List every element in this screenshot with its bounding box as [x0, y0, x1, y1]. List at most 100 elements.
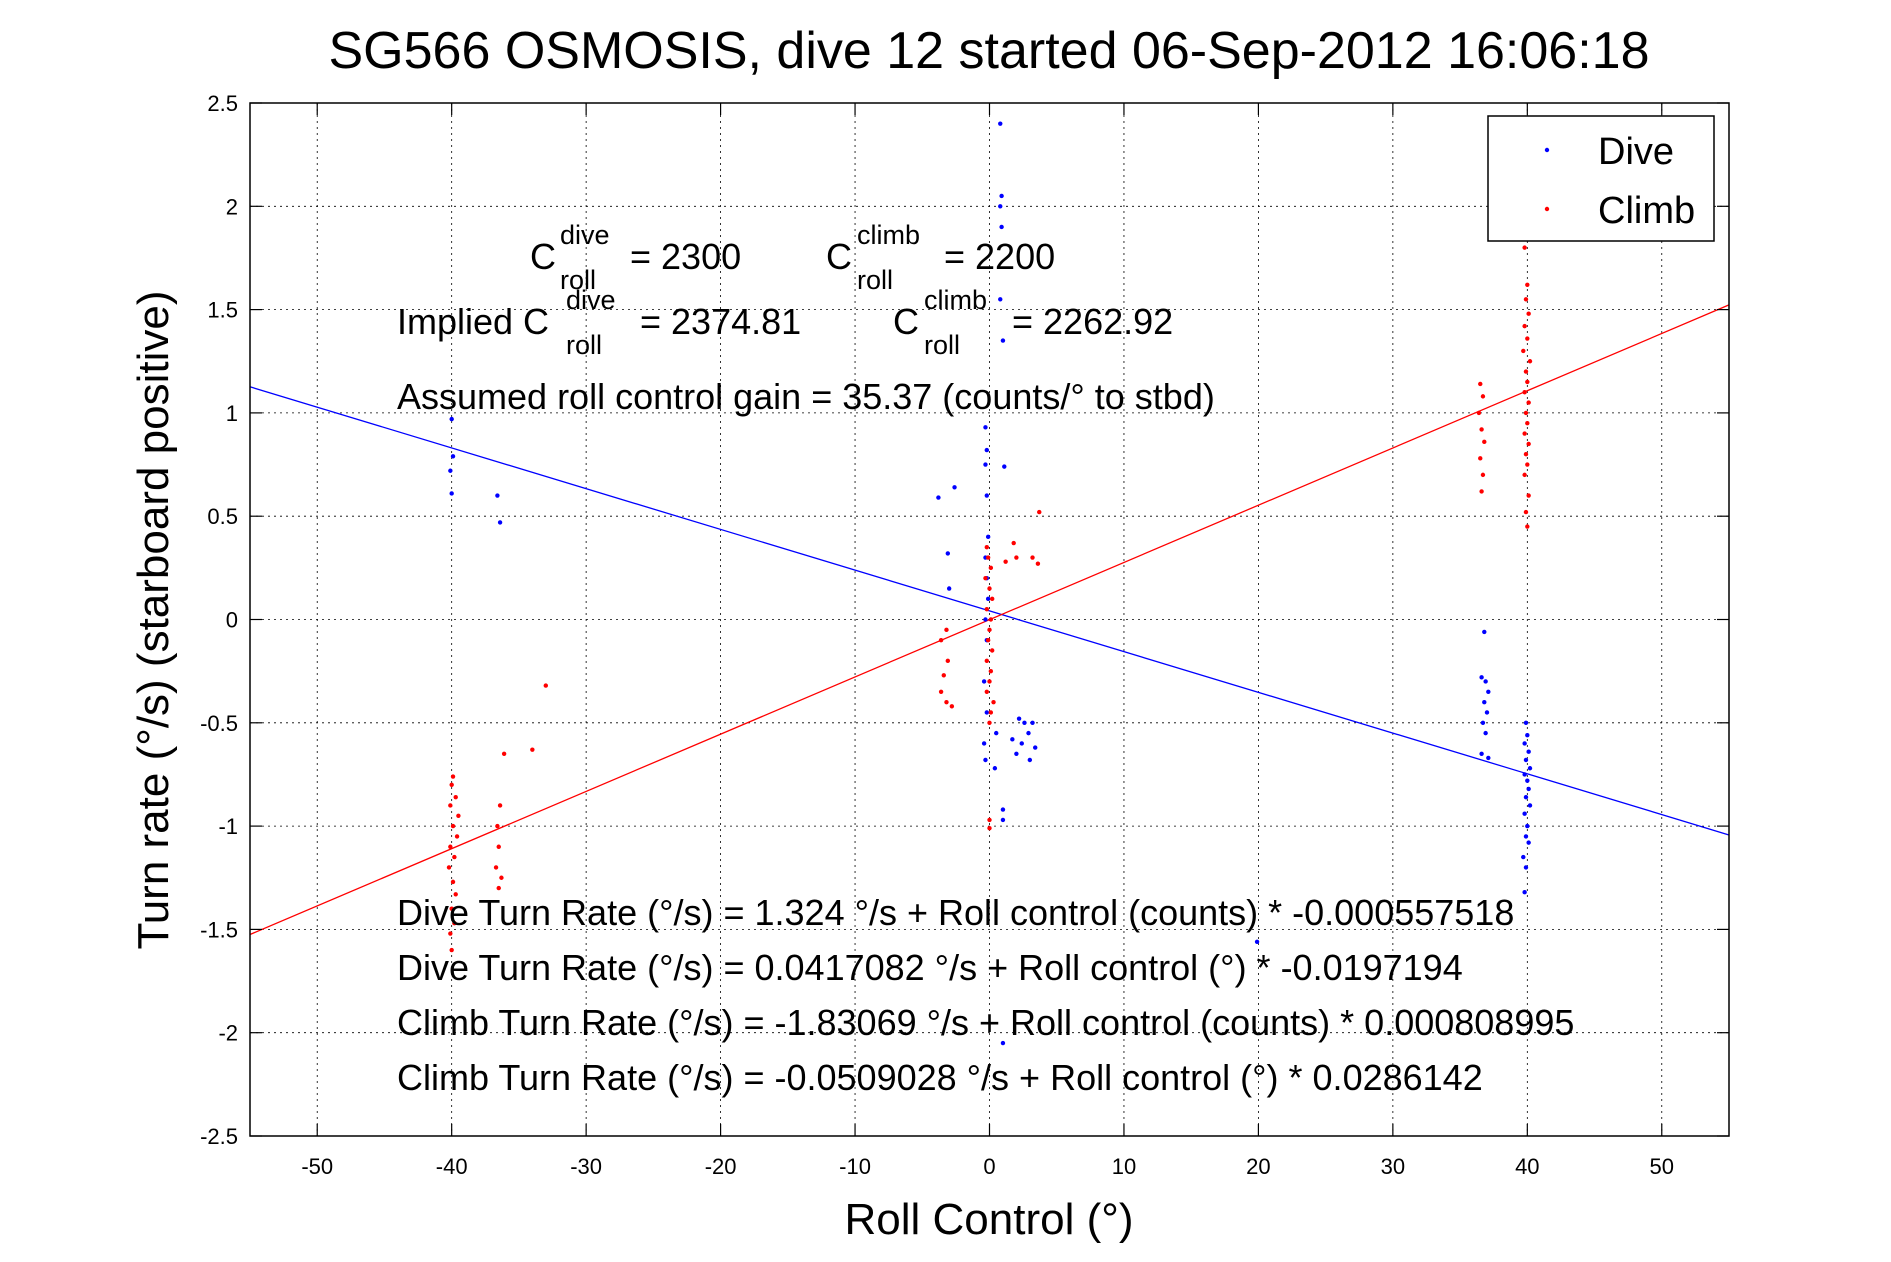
x-tick-label: -10 — [839, 1154, 871, 1179]
data-point-dive — [983, 757, 988, 763]
x-tick-label: 10 — [1112, 1154, 1136, 1179]
data-point-dive — [1527, 766, 1533, 771]
data-point-climb — [984, 658, 990, 664]
implied-prefix: Implied C — [397, 301, 549, 342]
x-tick-label: 20 — [1246, 1154, 1270, 1179]
data-point-climb — [983, 575, 988, 581]
data-point-climb — [453, 794, 458, 800]
data-point-dive — [1522, 811, 1527, 816]
legend-dive-label: Dive — [1598, 131, 1674, 173]
y-tick-label: 2 — [226, 194, 238, 219]
data-point-climb — [1523, 410, 1529, 416]
data-point-climb — [1522, 431, 1527, 436]
legend-dive-marker — [1544, 147, 1550, 153]
data-point-climb — [1011, 540, 1016, 546]
equation-dive-degrees: Dive Turn Rate (°/s) = 0.0417082 °/s + R… — [397, 947, 1463, 988]
data-point-climb — [991, 699, 996, 705]
data-point-dive — [981, 679, 987, 684]
data-point-dive — [1030, 720, 1035, 725]
data-point-dive — [998, 121, 1003, 126]
x-tick-label: -20 — [705, 1154, 737, 1179]
data-point-climb — [945, 658, 951, 664]
data-point-climb — [543, 683, 548, 688]
data-point-climb — [450, 823, 456, 829]
data-point-dive — [984, 447, 990, 453]
data-point-dive — [946, 586, 952, 591]
data-point-dive — [1525, 732, 1530, 738]
data-point-climb — [1480, 472, 1486, 478]
data-point-dive — [998, 297, 1003, 302]
data-point-climb — [984, 606, 990, 612]
data-point-climb — [985, 555, 991, 560]
data-point-dive — [1480, 720, 1486, 725]
data-point-climb — [938, 689, 944, 695]
gain-annotation: Assumed roll control gain = 35.37 (count… — [397, 376, 1215, 417]
sup-climb: climb — [924, 285, 987, 315]
sub-roll: roll — [560, 265, 596, 295]
y-tick-label: -2 — [218, 1021, 238, 1046]
c-letter: C — [893, 301, 919, 342]
data-point-climb — [984, 544, 990, 550]
data-point-dive — [983, 462, 988, 467]
data-point-dive — [1483, 679, 1488, 684]
data-point-dive — [994, 730, 999, 736]
x-tick-label: -30 — [570, 1154, 602, 1179]
data-point-climb — [1030, 555, 1035, 560]
data-point-dive — [1522, 741, 1527, 746]
data-point-climb — [1479, 427, 1484, 432]
data-point-dive — [1522, 890, 1527, 895]
data-point-climb — [446, 865, 452, 870]
data-point-climb — [496, 885, 501, 891]
legend-climb-marker — [1544, 206, 1550, 212]
data-point-dive — [1526, 786, 1531, 792]
data-point-dive — [1525, 823, 1530, 829]
data-point-climb — [1525, 336, 1530, 341]
data-point-climb — [456, 813, 461, 818]
data-point-climb — [1522, 390, 1527, 395]
data-point-climb — [1527, 359, 1533, 364]
data-point-climb — [449, 947, 454, 953]
data-point-climb — [1526, 441, 1531, 447]
data-point-climb — [985, 637, 991, 643]
data-point-climb — [454, 834, 460, 839]
data-point-climb — [1476, 410, 1482, 416]
c-letter: C — [530, 236, 556, 277]
data-point-dive — [983, 425, 988, 430]
data-point-climb — [499, 875, 504, 880]
data-point-climb — [944, 627, 949, 633]
data-point-climb — [452, 854, 457, 860]
data-point-climb — [1522, 323, 1527, 329]
data-point-dive — [983, 617, 988, 622]
data-point-dive — [1484, 710, 1490, 715]
data-point-climb — [501, 751, 507, 756]
data-point-dive — [984, 493, 990, 498]
data-point-dive — [1479, 751, 1484, 756]
data-point-dive — [984, 710, 990, 715]
legend: Dive Climb — [1487, 115, 1715, 242]
sup-climb: climb — [857, 220, 920, 250]
data-point-climb — [530, 747, 535, 752]
data-point-dive — [981, 741, 987, 746]
implied-climb-annotation: Cclimb roll = 2262.92 — [893, 285, 1173, 360]
x-tick-label: 40 — [1515, 1154, 1539, 1179]
data-point-climb — [984, 689, 990, 695]
c-letter: C — [826, 236, 852, 277]
data-point-climb — [987, 825, 992, 831]
data-point-dive — [1486, 755, 1491, 761]
c-dive-value: = 2300 — [630, 236, 741, 277]
chart-title: SG566 OSMOSIS, dive 12 started 06-Sep-20… — [328, 22, 1649, 80]
data-point-dive — [1482, 699, 1487, 705]
data-point-climb — [938, 637, 944, 643]
data-point-dive — [495, 493, 500, 498]
data-point-dive — [1019, 741, 1024, 746]
data-point-climb — [453, 892, 458, 897]
data-point-dive — [1026, 730, 1031, 736]
data-point-climb — [452, 921, 457, 926]
data-point-climb — [987, 627, 992, 633]
data-point-climb — [495, 823, 500, 829]
y-tick-label: -1 — [218, 814, 238, 839]
fit-line-dive — [249, 386, 1730, 836]
data-point-climb — [493, 865, 499, 870]
data-point-climb — [1035, 561, 1041, 566]
